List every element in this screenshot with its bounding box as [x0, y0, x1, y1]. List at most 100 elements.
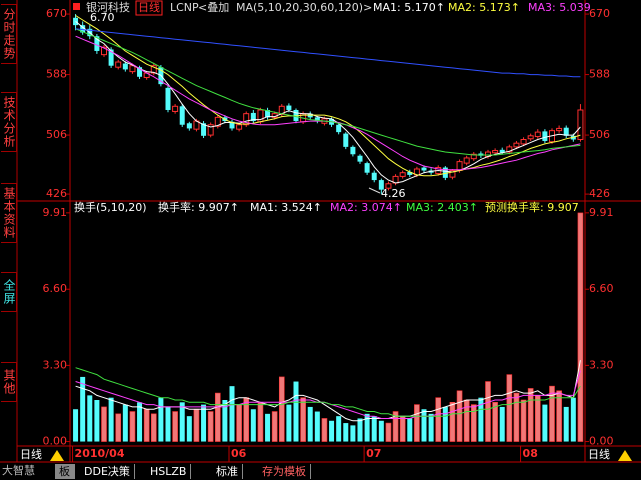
ma-params: MA(5,10,20,30,60,120)>	[236, 1, 372, 14]
turnover-bar	[499, 406, 505, 442]
turnover-bar	[542, 404, 548, 442]
turnover-bar	[108, 397, 114, 442]
candle-body	[172, 105, 179, 112]
bottom-tab[interactable]: DDE决策	[80, 464, 135, 479]
candle-body	[513, 142, 520, 148]
turnover-bar	[165, 406, 171, 442]
logo: 大智慧	[2, 463, 35, 477]
turnover-bar	[506, 374, 513, 442]
turnover-bar	[265, 413, 271, 442]
turnover-bar	[122, 404, 128, 442]
turnover-bar	[392, 411, 399, 442]
turnover-bar	[385, 422, 392, 442]
turnover-bar	[364, 413, 370, 442]
ma-line	[75, 15, 581, 177]
candle-body	[492, 150, 499, 154]
turnover-bar	[129, 411, 136, 442]
candle-body	[129, 65, 136, 73]
vol-header: 换手率: 9.907↑	[158, 200, 239, 214]
candle-body	[137, 67, 143, 77]
y-tick-label: 9.91	[43, 206, 68, 219]
turnover-bar	[73, 409, 79, 442]
candle-body	[314, 117, 320, 122]
turnover-bar	[577, 212, 584, 442]
turnover-bar	[201, 404, 207, 442]
candle-body	[201, 123, 207, 136]
candle-body	[243, 113, 250, 126]
turnover-bar	[435, 397, 442, 442]
candle-body	[371, 172, 377, 181]
turnover-bar	[250, 409, 256, 442]
turnover-bar	[456, 390, 463, 442]
candle-body	[186, 123, 192, 129]
turnover-bar	[87, 395, 93, 442]
turnover-bar	[179, 402, 185, 442]
candle-body	[94, 36, 100, 51]
turnover-bar	[137, 402, 143, 442]
candle-body	[336, 124, 342, 133]
vol-header: MA1: 3.524↑	[250, 201, 322, 214]
candle-body	[378, 180, 384, 190]
turnover-bar	[214, 392, 221, 442]
turnover-bar	[150, 413, 157, 442]
side-tab[interactable]: 全屏	[1, 272, 17, 312]
y-tick-label: 0.00	[43, 435, 68, 448]
x-tick-label: 2010/04	[75, 447, 125, 460]
candle-body	[534, 131, 541, 138]
side-tab[interactable]: 技术分析	[1, 92, 17, 152]
y-tick-label: 588	[46, 68, 67, 81]
overlay: <叠加	[198, 1, 229, 14]
turnover-bar	[534, 395, 541, 442]
candle-body	[286, 105, 292, 110]
turnover-bar	[357, 418, 363, 442]
candle-body	[350, 146, 356, 155]
turnover-bar	[470, 404, 477, 442]
turnover-bar	[343, 423, 349, 442]
y-tick-label: 506	[46, 128, 67, 141]
candle-body	[520, 138, 527, 145]
ma-line	[75, 360, 581, 422]
bottom-tab[interactable]: 板	[55, 464, 75, 479]
candle-body	[399, 172, 406, 177]
bottom-tab[interactable]: HSLZB	[146, 464, 192, 479]
candle-body	[463, 157, 470, 164]
candle-body	[80, 25, 86, 33]
vol-header: MA2: 3.074↑	[330, 201, 402, 214]
candle-body	[250, 112, 256, 122]
candle-body	[470, 153, 477, 160]
x-tick-label: 08	[523, 447, 538, 460]
candle-body	[278, 105, 285, 115]
candle-body	[150, 65, 157, 74]
turnover-bar	[421, 409, 427, 442]
turnover-bar	[186, 416, 192, 442]
side-tab[interactable]: 其他	[1, 362, 17, 402]
ma-line	[75, 21, 581, 184]
y-tick-label: 426	[46, 187, 67, 200]
turnover-bar	[449, 402, 456, 442]
turnover-bar	[485, 381, 491, 442]
turnover-bar	[428, 413, 434, 442]
turnover-bar	[563, 406, 569, 442]
side-tab[interactable]: 分时走势	[1, 4, 17, 64]
side-tab[interactable]: 基本资料	[1, 183, 17, 243]
turnover-bar	[257, 402, 264, 442]
low-annotation: 4.26	[381, 187, 406, 200]
turnover-bar	[236, 404, 242, 442]
candle-body	[236, 124, 243, 130]
candle-body	[364, 163, 370, 173]
stock-icon	[73, 3, 80, 10]
y-tick-label: 6.60	[589, 282, 614, 295]
bottom-tab[interactable]: 标准	[212, 464, 243, 479]
turnover-bar	[407, 418, 413, 442]
bottom-tab[interactable]: 存为模板	[258, 464, 311, 479]
turnover-bar	[207, 411, 214, 442]
turnover-bar	[556, 390, 562, 442]
turnover-bar	[336, 416, 342, 442]
period: 日线	[138, 0, 160, 14]
candle-body	[108, 49, 114, 66]
candle-body	[442, 167, 448, 178]
turnover-bar	[570, 397, 576, 442]
y-tick-label: 670	[46, 7, 67, 20]
turnover-bar	[478, 397, 484, 442]
